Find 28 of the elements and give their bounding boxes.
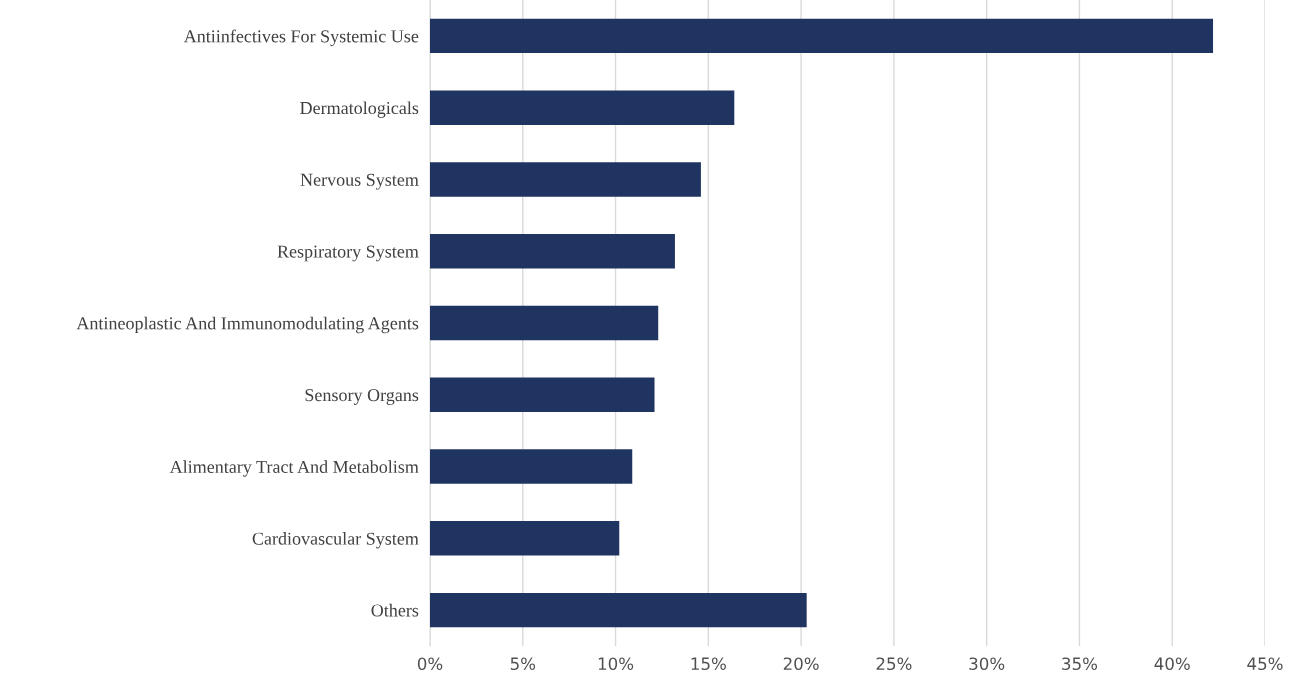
x-tick-label: 5% — [510, 657, 536, 671]
y-tick-label: Dermatologicals — [300, 101, 419, 118]
y-tick-label: Nervous System — [300, 173, 419, 190]
x-tick-label: 35% — [1062, 657, 1098, 671]
y-tick-label: Sensory Organs — [305, 389, 419, 405]
y-tick-label: Alimentary Tract And Metabolism — [169, 460, 419, 477]
y-tick-label: Antineoplastic And Immunomodulating Agents — [76, 316, 419, 334]
x-tick-label: 15% — [691, 657, 726, 671]
x-tick-label: 10% — [598, 657, 634, 671]
bar — [430, 521, 620, 556]
bar — [430, 305, 659, 341]
y-tick-label: Others — [371, 603, 419, 617]
bar — [430, 377, 655, 412]
bar — [430, 592, 807, 628]
bar — [430, 90, 735, 125]
y-tick-label: Respiratory System — [277, 245, 419, 262]
bar — [430, 449, 633, 484]
x-tick-label: 25% — [876, 657, 912, 671]
x-tick-label: 30% — [969, 657, 1005, 671]
y-tick-label: Cardiovascular System — [252, 532, 419, 549]
x-tick-label: 40% — [1154, 657, 1190, 671]
bar — [430, 162, 701, 197]
x-tick-label: 0% — [417, 657, 443, 671]
bar — [430, 234, 675, 269]
x-tick-label: 20% — [783, 657, 819, 671]
bar — [430, 18, 1214, 54]
x-tick-label: 45% — [1247, 657, 1283, 671]
y-tick-label: Antiinfectives For Systemic Use — [183, 29, 419, 47]
